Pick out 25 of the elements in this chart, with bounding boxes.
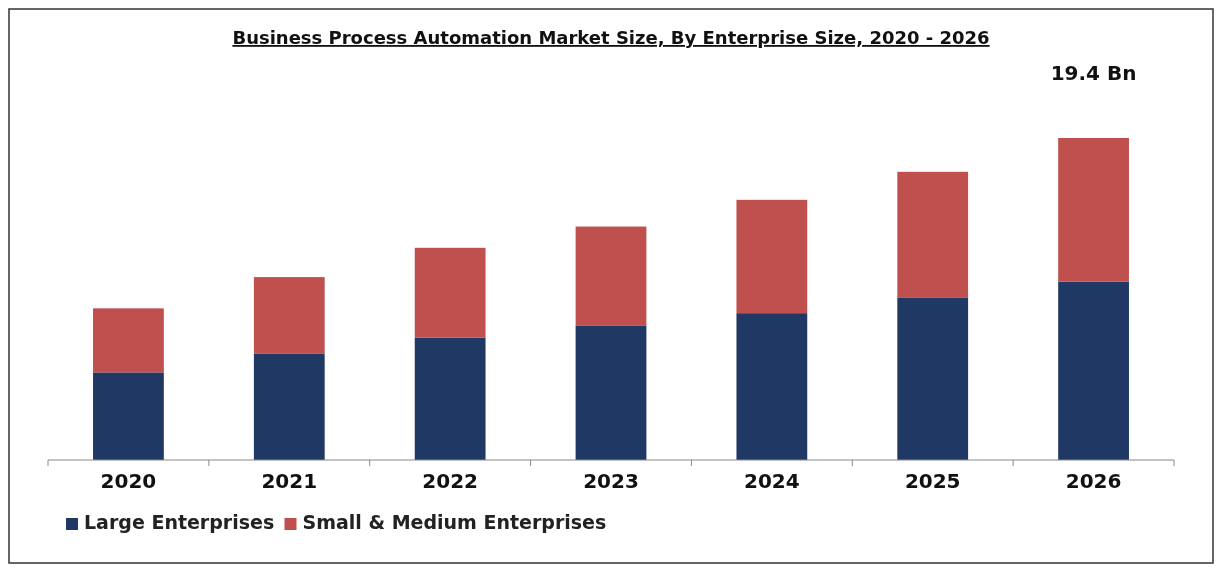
x-tick-label: 2021 xyxy=(261,469,318,493)
bar xyxy=(1058,281,1129,460)
x-tick-label: 2020 xyxy=(100,469,157,493)
bar xyxy=(414,337,486,460)
bar xyxy=(897,171,969,298)
x-tick-label: 2026 xyxy=(1065,469,1122,493)
bar xyxy=(253,353,325,460)
annotation: 19.4 Bn xyxy=(1050,61,1137,85)
bar xyxy=(93,308,164,373)
legend-label: Small & Medium Enterprises xyxy=(302,511,607,533)
bar xyxy=(897,297,969,460)
chart-title: Business Process Automation Market Size, By Enterprise Size, 2020 - 2026 xyxy=(232,27,990,48)
bar xyxy=(1058,138,1129,282)
bar xyxy=(414,247,486,338)
bar xyxy=(575,325,647,460)
x-tick-label: 2024 xyxy=(744,469,800,493)
x-tick-label: 2023 xyxy=(583,469,639,493)
bar xyxy=(736,313,808,460)
bar xyxy=(736,199,808,314)
legend-label: Large Enterprises xyxy=(84,511,275,533)
bar xyxy=(93,372,164,460)
x-tick-label: 2022 xyxy=(422,469,478,493)
bar xyxy=(575,226,647,326)
x-tick-label: 2025 xyxy=(904,469,961,493)
bar xyxy=(253,277,325,354)
